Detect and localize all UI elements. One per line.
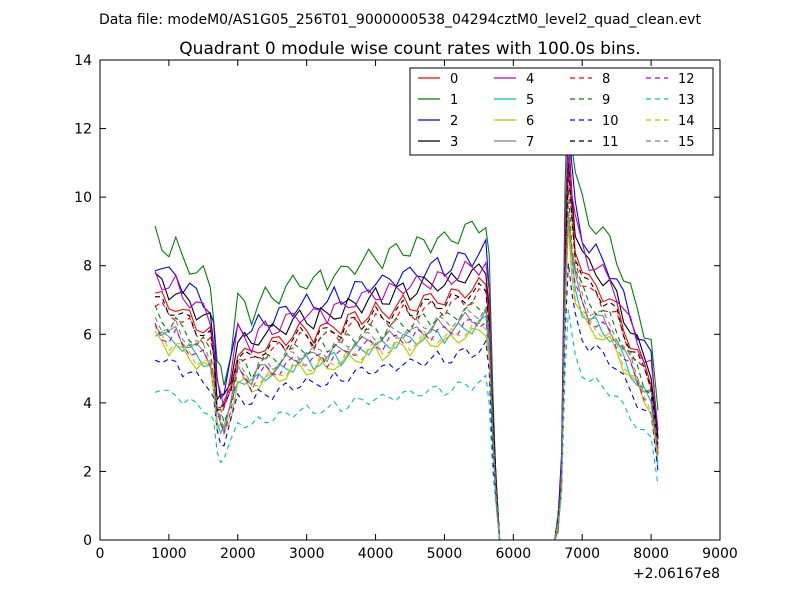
x-tick-label: 0 — [96, 546, 105, 562]
legend-label-7: 7 — [526, 135, 534, 150]
x-tick-label: 1000 — [151, 546, 187, 562]
legend-label-9: 9 — [602, 93, 610, 108]
legend-label-5: 5 — [526, 93, 534, 108]
y-tick-label: 0 — [83, 533, 92, 549]
y-tick-label: 12 — [74, 122, 92, 138]
legend-label-13: 13 — [678, 93, 695, 108]
series-line-12 — [154, 216, 659, 540]
y-tick-label: 10 — [74, 190, 92, 206]
legend-label-14: 14 — [678, 114, 695, 129]
y-tick-label: 6 — [83, 327, 92, 343]
legend-label-0: 0 — [450, 72, 458, 87]
legend-label-11: 11 — [602, 135, 619, 150]
legend-label-10: 10 — [602, 114, 619, 129]
y-tick-label: 4 — [83, 396, 92, 412]
series-line-10 — [154, 263, 659, 540]
series-line-14 — [154, 215, 659, 540]
legend-label-6: 6 — [526, 114, 534, 129]
x-tick-label: 3000 — [289, 546, 325, 562]
series-line-4 — [154, 137, 659, 540]
legend-label-2: 2 — [450, 114, 458, 129]
x-tick-label: 5000 — [427, 546, 463, 562]
plot-frame — [99, 59, 721, 541]
x-offset-label: +2.06167e8 — [633, 566, 720, 582]
x-tick-label: 7000 — [564, 546, 600, 562]
series-line-11 — [155, 163, 659, 540]
legend-label-1: 1 — [450, 93, 458, 108]
x-tick-label: 2000 — [220, 546, 256, 562]
x-tick-label: 8000 — [633, 546, 669, 562]
legend-label-12: 12 — [678, 72, 695, 87]
chart-suptitle: Data file: modeM0/AS1G05_256T01_90000005… — [99, 12, 701, 28]
series-line-13 — [154, 309, 659, 540]
y-tick-label: 14 — [74, 53, 92, 69]
series-line-8 — [154, 175, 659, 540]
y-tick-label: 2 — [83, 464, 92, 480]
x-tick-label: 6000 — [496, 546, 532, 562]
y-tick-label: 8 — [83, 259, 92, 275]
legend-box — [409, 67, 714, 156]
legend-label-4: 4 — [526, 72, 534, 87]
legend-label-8: 8 — [602, 72, 610, 87]
series-layer — [154, 71, 659, 540]
legend-label-15: 15 — [678, 135, 695, 150]
chart-title: Quadrant 0 module wise count rates with … — [179, 39, 640, 59]
x-tick-label: 9000 — [702, 546, 738, 562]
ticks-layer: 0 1000 2000 3000 4000 5000 6000 7000 8000 9000 0 2 4… — [74, 53, 738, 562]
legend-label-3: 3 — [450, 135, 458, 150]
x-tick-label: 4000 — [358, 546, 394, 562]
